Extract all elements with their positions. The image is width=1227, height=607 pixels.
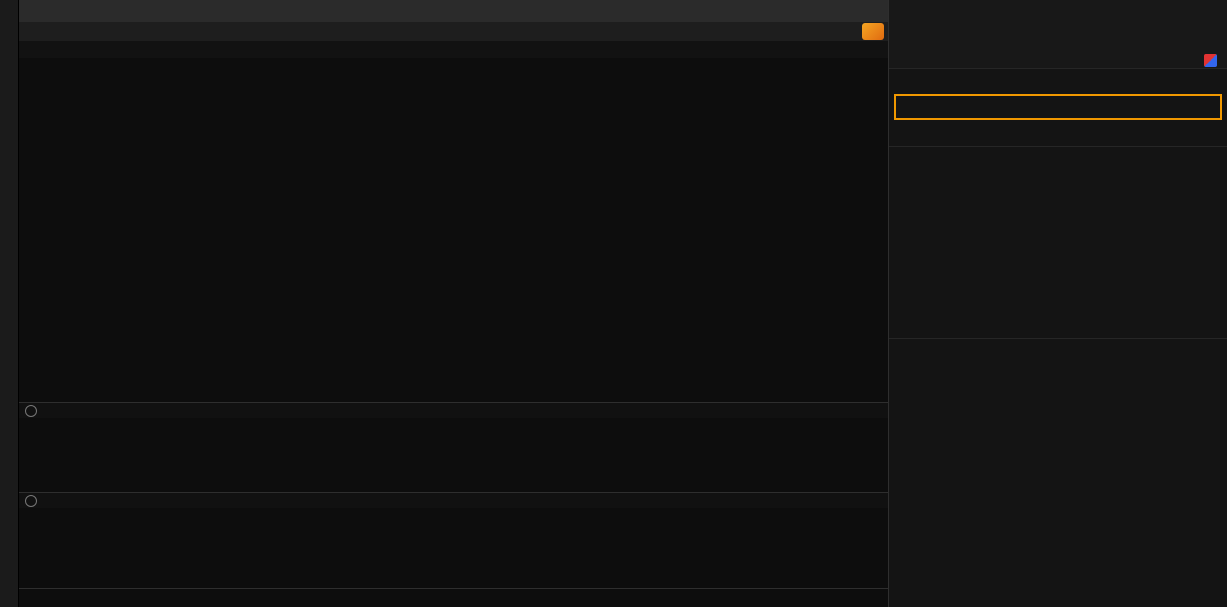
help-icon[interactable] <box>25 494 37 507</box>
quote-header <box>889 0 1227 68</box>
volume-chart[interactable] <box>19 418 888 492</box>
topbar <box>19 0 888 22</box>
money-flow-table <box>889 338 1227 339</box>
kline-chart[interactable] <box>19 58 888 402</box>
net-inflow-header <box>889 146 1227 170</box>
realtime-subscription-box <box>894 94 1222 120</box>
level2-icon <box>1204 53 1217 67</box>
macd-chart[interactable] <box>19 508 888 588</box>
help-icon[interactable] <box>25 404 37 417</box>
ma-legend-row <box>19 41 888 58</box>
net-inflow-categories <box>889 318 1227 338</box>
quote-info-row <box>19 22 888 41</box>
quote-panel <box>888 0 1227 607</box>
net-inflow-bar-chart <box>889 170 1227 318</box>
left-sidebar <box>0 0 19 607</box>
chart-column <box>19 0 888 607</box>
macd-pane-header <box>19 492 888 508</box>
subscription-list-section <box>889 124 1227 146</box>
time-axis <box>19 588 888 607</box>
volume-pane-header <box>19 402 888 418</box>
app-logo <box>862 23 884 40</box>
nav-row <box>889 68 1227 92</box>
